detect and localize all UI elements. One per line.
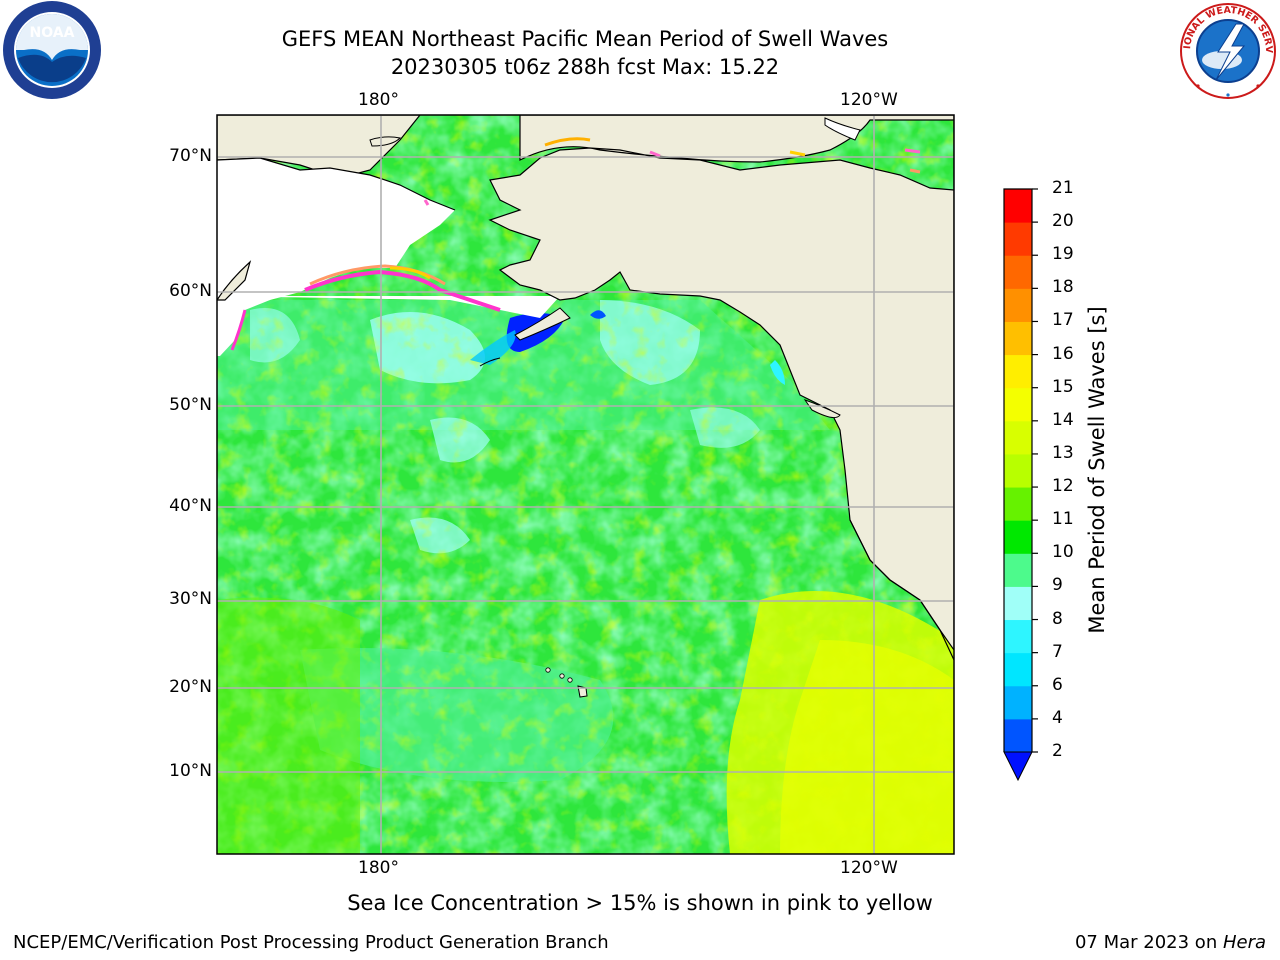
footer-machine: Hera bbox=[1222, 932, 1266, 953]
noaa-logo-text: NOAA bbox=[30, 25, 75, 41]
map-frame bbox=[216, 114, 955, 855]
lat-tick-70n: 70°N bbox=[169, 146, 212, 166]
lat-tick-60n: 60°N bbox=[169, 281, 212, 301]
colorbar-segment bbox=[1004, 387, 1032, 422]
colorbar-ticks bbox=[1032, 188, 1038, 753]
colorbar-tick-label: 7 bbox=[1052, 641, 1063, 662]
colorbar-tick-label: 12 bbox=[1052, 476, 1074, 497]
colorbar-segment bbox=[1004, 288, 1032, 322]
lon-tick-top-120w: 120°W bbox=[840, 90, 898, 110]
colorbar bbox=[1003, 188, 1033, 782]
footer-credit: NCEP/EMC/Verification Post Processing Pr… bbox=[13, 932, 609, 953]
sea-ice-edge bbox=[304, 269, 501, 312]
noaa-logo: NOAA bbox=[3, 1, 101, 99]
colorbar-tick-label: 21 bbox=[1052, 178, 1074, 198]
colorbar-segment bbox=[1004, 487, 1032, 521]
plot-title-line2: 20230305 t06z 288h fcst Max: 15.22 bbox=[390, 55, 780, 79]
colorbar-tick-label: 15 bbox=[1052, 376, 1074, 397]
colorbar-segment bbox=[1004, 652, 1032, 687]
land-alaska-canada bbox=[488, 115, 954, 652]
colorbar-tick-label: 10 bbox=[1052, 542, 1074, 563]
lat-tick-20n: 20°N bbox=[169, 677, 212, 697]
lat-tick-50n: 50°N bbox=[169, 395, 212, 415]
colorbar-tick-label: 2 bbox=[1052, 741, 1063, 761]
plot-title-line1: GEFS MEAN Northeast Pacific Mean Period … bbox=[281, 27, 889, 51]
sea-ice-caption: Sea Ice Concentration > 15% is shown in … bbox=[347, 891, 933, 915]
colorbar-segment bbox=[1004, 321, 1032, 356]
colorbar-tick-label: 14 bbox=[1052, 409, 1074, 430]
colorbar-segment bbox=[1004, 553, 1032, 587]
colorbar-segment bbox=[1004, 354, 1032, 389]
colorbar-segment bbox=[1004, 420, 1032, 455]
colorbar-tick-label: 4 bbox=[1052, 707, 1063, 728]
colorbar-tick-label: 19 bbox=[1052, 244, 1074, 265]
colorbar-segment bbox=[1004, 619, 1032, 654]
footer-date: 07 Mar 2023 on Hera bbox=[1075, 932, 1266, 953]
colorbar-segment bbox=[1004, 685, 1032, 720]
lon-tick-top-180: 180° bbox=[358, 90, 399, 110]
nws-logo: NATIONAL WEATHER SERVICE bbox=[1178, 2, 1276, 99]
colorbar-tick-label: 13 bbox=[1052, 442, 1074, 463]
lat-tick-40n: 40°N bbox=[169, 496, 212, 516]
colorbar-segment bbox=[1004, 453, 1032, 488]
colorbar-segment bbox=[1004, 718, 1032, 753]
lat-tick-10n: 10°N bbox=[169, 761, 212, 781]
land-kamchatka bbox=[217, 260, 252, 301]
colorbar-frame bbox=[1003, 188, 1033, 752]
colorbar-tick-label: 8 bbox=[1052, 608, 1063, 629]
colorbar-tick-label: 18 bbox=[1052, 277, 1074, 298]
colorbar-segment bbox=[1004, 586, 1032, 621]
colorbar-tick-label: 9 bbox=[1052, 575, 1063, 596]
lon-tick-bottom-180: 180° bbox=[358, 858, 399, 878]
colorbar-segment bbox=[1004, 255, 1032, 289]
colorbar-segment bbox=[1004, 189, 1032, 223]
lon-tick-bottom-120w: 120°W bbox=[840, 858, 898, 878]
footer-date-text: 07 Mar 2023 on bbox=[1074, 932, 1223, 953]
colorbar-underflow-arrow bbox=[1003, 751, 1033, 782]
colorbar-segment bbox=[1004, 222, 1032, 256]
colorbar-tick-label: 11 bbox=[1052, 509, 1074, 530]
lat-tick-30n: 30°N bbox=[169, 589, 212, 609]
colorbar-tick-label: 17 bbox=[1052, 310, 1074, 331]
colorbar-tick-label: 20 bbox=[1052, 211, 1074, 232]
map-field bbox=[217, 115, 954, 854]
colorbar-tick-label: 16 bbox=[1052, 343, 1074, 364]
colorbar-label: Mean Period of Swell Waves [s] bbox=[1085, 306, 1109, 634]
gridlines bbox=[217, 115, 954, 854]
colorbar-tick-label: 6 bbox=[1052, 674, 1063, 695]
colorbar-segment bbox=[1004, 520, 1032, 554]
